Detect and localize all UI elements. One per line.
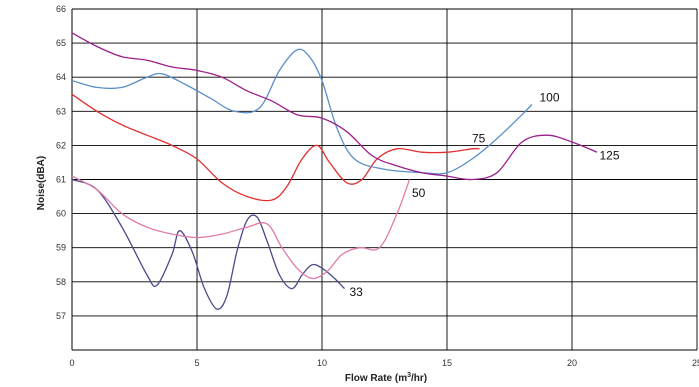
series-line-100 bbox=[71, 48, 533, 175]
y-tick-label: 65 bbox=[56, 38, 66, 48]
y-tick-label: 64 bbox=[56, 72, 66, 82]
series-line-75 bbox=[71, 93, 480, 202]
x-tick-label: 5 bbox=[194, 358, 199, 368]
y-tick-label: 62 bbox=[56, 140, 66, 150]
x-tick-label: 15 bbox=[442, 358, 452, 368]
series-line-33 bbox=[71, 178, 345, 310]
series-label-33: 33 bbox=[350, 285, 364, 299]
y-tick-label: 63 bbox=[56, 106, 66, 116]
x-axis-title-main: Flow Rate (m bbox=[345, 373, 407, 384]
x-axis-title-tail: /hr) bbox=[411, 373, 427, 384]
x-tick-labels: 0 5 10 15 20 25 bbox=[69, 358, 699, 368]
y-tick-label: 59 bbox=[56, 243, 66, 253]
y-tick-label: 57 bbox=[56, 311, 66, 321]
series-label-75: 75 bbox=[472, 132, 486, 146]
x-tick-label: 0 bbox=[69, 358, 74, 368]
series-labels: 33 50 75 100 125 bbox=[350, 91, 620, 299]
series-line-125 bbox=[71, 32, 598, 181]
series-lines bbox=[71, 32, 598, 310]
y-tick-label: 61 bbox=[56, 175, 66, 185]
y-tick-label: 60 bbox=[56, 209, 66, 219]
y-tick-labels: 57 58 59 60 61 62 63 64 65 66 bbox=[56, 4, 66, 321]
series-label-100: 100 bbox=[540, 91, 560, 105]
y-axis-title: Noise(dBA) bbox=[36, 156, 47, 210]
x-axis-title-superscript: 3 bbox=[407, 372, 411, 379]
series-line-50 bbox=[71, 175, 411, 280]
x-tick-label: 20 bbox=[567, 358, 577, 368]
series-label-125: 125 bbox=[600, 149, 620, 163]
series-label-50: 50 bbox=[412, 186, 426, 200]
x-axis-title: Flow Rate (m3/hr) bbox=[345, 372, 427, 384]
x-tick-label: 25 bbox=[692, 358, 699, 368]
y-tick-label: 66 bbox=[56, 4, 66, 14]
x-tick-label: 10 bbox=[317, 358, 327, 368]
y-tick-label: 58 bbox=[56, 277, 66, 287]
